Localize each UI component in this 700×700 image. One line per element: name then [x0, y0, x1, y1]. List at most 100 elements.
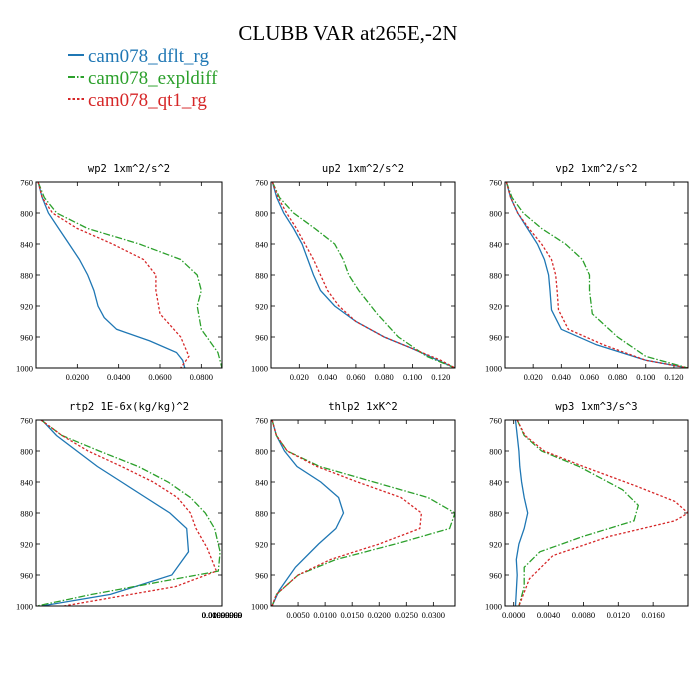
y-tick-label: 760 [255, 416, 268, 426]
x-tick-label: 0.0300 [422, 610, 445, 620]
y-tick-label: 920 [255, 302, 268, 312]
y-tick-label: 760 [489, 178, 502, 188]
y-tick-label: 880 [489, 271, 502, 281]
y-tick-label: 880 [255, 271, 268, 281]
y-tick-label: 1000 [16, 602, 33, 612]
plot-frame [270, 419, 456, 607]
y-tick-label: 920 [255, 540, 268, 550]
series-line-cam078_dflt_rg [41, 420, 190, 606]
x-tick-label: 0.0200 [66, 372, 89, 382]
y-tick-label: 960 [489, 333, 502, 343]
x-tick-label: 0.0000 [502, 610, 525, 620]
y-tick-label: 760 [20, 178, 33, 188]
series-line-cam078_qt1_rg [271, 182, 455, 368]
x-tick-label: 0.0150 [340, 610, 363, 620]
y-tick-label: 760 [20, 416, 33, 426]
panel-title: up2 1xm^2/s^2 [322, 163, 404, 175]
x-tick-label: 0.00999999 [202, 610, 242, 620]
x-tick-label: 0.00999999 [202, 610, 242, 620]
y-tick-label: 800 [489, 209, 502, 219]
series-line-cam078_qt1_rg [271, 420, 423, 606]
y-tick-label: 840 [255, 240, 268, 250]
panel-1: up2 1xm^2/s^2 760 800 840 880 920 960 1000 0.020… [251, 163, 456, 382]
x-tick-label: 0.120 [664, 372, 683, 382]
x-tick-label: 0.0160 [641, 610, 664, 620]
x-tick-label: 0.100 [636, 372, 655, 382]
x-tick-label: 0.0040 [537, 610, 560, 620]
legend-label-0: cam078_dflt_rg [88, 46, 210, 67]
y-tick-label: 920 [20, 540, 33, 550]
y-tick-label: 960 [20, 333, 33, 343]
y-tick-label: 840 [20, 240, 33, 250]
plot-frame [504, 181, 689, 369]
panel-title: rtp2 1E-6x(kg/kg)^2 [69, 401, 189, 413]
x-tick-label: 0.01000000 [202, 610, 242, 620]
panel-4: thlp2 1xK^2 760 800 840 880 920 960 1000 0.0050 0… [251, 401, 456, 620]
legend-label-2: cam078_qt1_rg [88, 90, 207, 111]
plot-frame [35, 181, 223, 369]
y-tick-label: 800 [20, 209, 33, 219]
x-tick-label: 0.0600 [148, 372, 171, 382]
plot-frame [270, 181, 456, 369]
x-tick-label: 0.040 [552, 372, 571, 382]
x-tick-label: 0.0200 [368, 610, 391, 620]
x-tick-label: 0.00999999 [202, 610, 242, 620]
y-tick-label: 1000 [251, 364, 268, 374]
y-tick-label: 840 [20, 478, 33, 488]
x-tick-label: 0.0800 [190, 372, 213, 382]
panel-title: wp2 1xm^2/s^2 [88, 163, 170, 175]
series-line-cam078_dflt_rg [271, 420, 345, 606]
y-tick-label: 840 [255, 478, 268, 488]
x-tick-label: 0.100 [403, 372, 422, 382]
x-tick-label: 0.00999999 [202, 610, 242, 620]
x-tick-label: 0.080 [375, 372, 394, 382]
x-tick-label: 0.0120 [607, 610, 630, 620]
x-tick-label: 0.0250 [395, 610, 418, 620]
series-line-cam078_expldiff [516, 420, 640, 606]
y-tick-label: 880 [489, 509, 502, 519]
y-tick-label: 960 [255, 571, 268, 581]
series-line-cam078_expldiff [271, 182, 455, 368]
panels: wp2 1xm^2/s^2 760 800 840 880 920 960 1000 0.020… [16, 163, 689, 620]
panel-2: vp2 1xm^2/s^2 760 800 840 880 920 960 1000 0.020… [485, 163, 689, 382]
x-tick-label: 0.040 [318, 372, 337, 382]
series-line-cam078_dflt_rg [37, 182, 186, 368]
y-tick-label: 880 [20, 271, 33, 281]
series-line-cam078_expldiff [505, 182, 688, 368]
series-line-cam078_qt1_rg [40, 420, 218, 606]
series-line-cam078_dflt_rg [514, 420, 529, 606]
x-tick-label: 0.060 [346, 372, 365, 382]
x-tick-label: 0.01000000 [202, 610, 242, 620]
figure-title: CLUBB VAR at265E,-2N [238, 21, 457, 45]
y-tick-label: 760 [255, 178, 268, 188]
y-tick-label: 800 [489, 447, 502, 457]
y-tick-label: 1000 [485, 602, 502, 612]
series-line-cam078_qt1_rg [505, 182, 688, 368]
y-tick-label: 960 [255, 333, 268, 343]
y-tick-label: 1000 [16, 364, 33, 374]
y-tick-label: 840 [489, 478, 502, 488]
series-line-cam078_expldiff [271, 420, 455, 606]
panel-3: rtp2 1E-6x(kg/kg)^2 760 800 840 880 920 960 100… [16, 401, 242, 620]
series-line-cam078_expldiff [36, 420, 221, 606]
series-line-cam078_qt1_rg [37, 182, 190, 368]
x-tick-label: 0.120 [431, 372, 450, 382]
y-tick-label: 800 [255, 209, 268, 219]
panel-title: thlp2 1xK^2 [328, 401, 398, 413]
series-line-cam078_qt1_rg [516, 420, 688, 606]
panel-title: vp2 1xm^2/s^2 [555, 163, 637, 175]
plot-frame [504, 419, 689, 607]
panel-title: wp3 1xm^3/s^3 [555, 401, 637, 413]
x-tick-label: 0.080 [608, 372, 627, 382]
series-line-cam078_dflt_rg [505, 182, 688, 368]
x-tick-label: 0.060 [580, 372, 599, 382]
x-tick-label: 0.01000000 [202, 610, 242, 620]
y-tick-label: 840 [489, 240, 502, 250]
x-tick-label: 0.00999999 [202, 610, 242, 620]
y-tick-label: 920 [20, 302, 33, 312]
x-tick-label: 0.01000000 [202, 610, 242, 620]
series-line-cam078_dflt_rg [271, 182, 455, 368]
plot-frame [35, 419, 223, 607]
legend: cam078_dflt_rg cam078_expldiff cam078_qt… [68, 46, 218, 111]
